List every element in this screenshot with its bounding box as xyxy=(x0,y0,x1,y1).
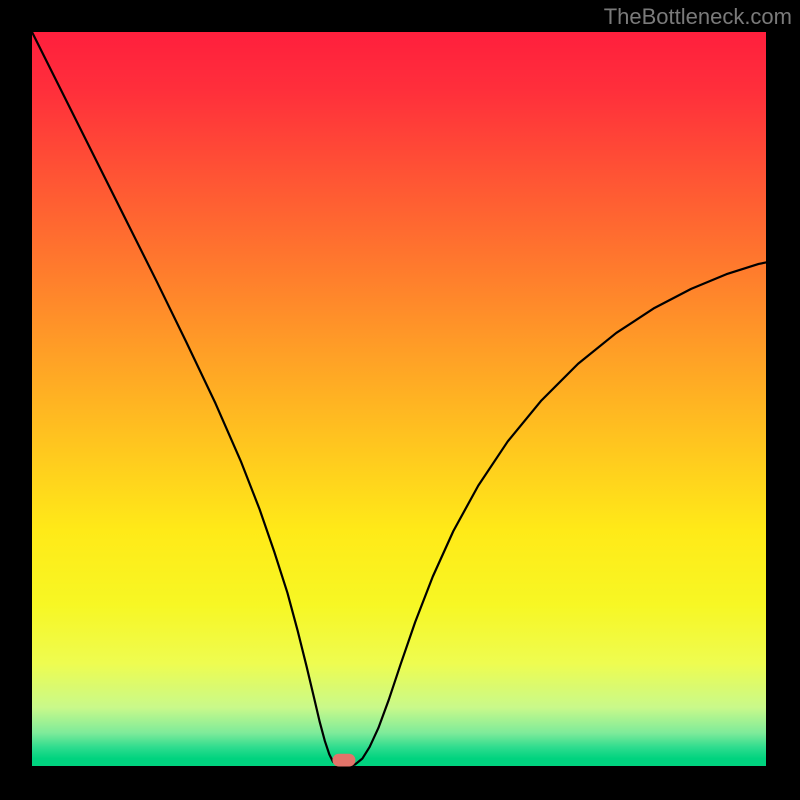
chart-stage: TheBottleneck.com xyxy=(0,0,800,800)
optimal-point-marker xyxy=(333,754,355,766)
bottleneck-chart xyxy=(0,0,800,800)
plot-area xyxy=(32,32,766,766)
